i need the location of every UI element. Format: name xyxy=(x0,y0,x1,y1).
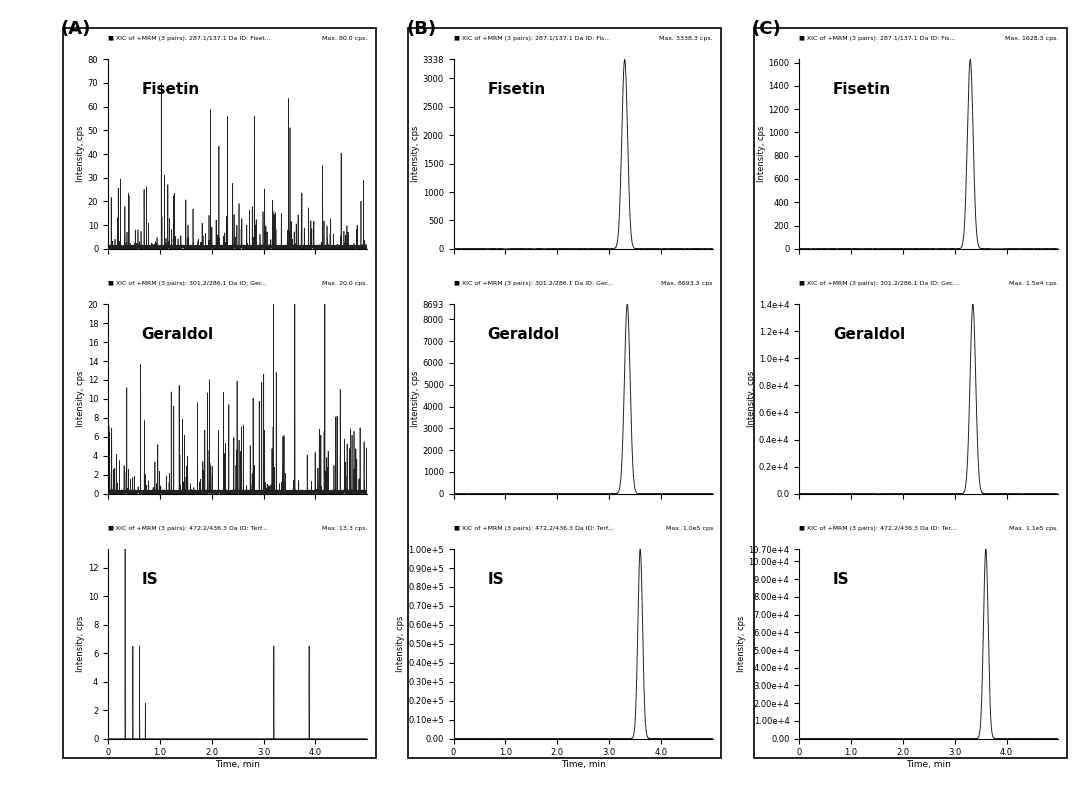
Text: ■ XIC of +MRM (3 pairs): 472.2/436.3 Da ID: Terf...: ■ XIC of +MRM (3 pairs): 472.2/436.3 Da … xyxy=(108,526,268,531)
Y-axis label: Intensity, cps: Intensity, cps xyxy=(737,615,745,672)
Y-axis label: Intensity, cps: Intensity, cps xyxy=(757,126,766,182)
Text: Max. 1.1e5 cps.: Max. 1.1e5 cps. xyxy=(1009,526,1058,531)
Y-axis label: Intensity, cps: Intensity, cps xyxy=(747,371,756,427)
Text: Geraldol: Geraldol xyxy=(487,327,559,342)
Text: Max. 3338.3 cps.: Max. 3338.3 cps. xyxy=(659,36,713,41)
Text: Max. 8693.3 cps: Max. 8693.3 cps xyxy=(661,281,713,286)
Y-axis label: Intensity, cps: Intensity, cps xyxy=(76,371,85,427)
Text: Max. 80.0 cps.: Max. 80.0 cps. xyxy=(322,36,367,41)
Y-axis label: Intensity, cps: Intensity, cps xyxy=(410,126,420,182)
Text: ■ XIC of +MRM (3 pairs): 287.1/137.1 Da ID: Fis...: ■ XIC of +MRM (3 pairs): 287.1/137.1 Da … xyxy=(799,36,956,41)
Text: ■ XIC of +MRM (3 pairs): 301.2/286.1 Da ID: Ger...: ■ XIC of +MRM (3 pairs): 301.2/286.1 Da … xyxy=(799,281,958,286)
Text: (B): (B) xyxy=(406,20,436,38)
Text: (A): (A) xyxy=(60,20,91,38)
Text: ■ XIC of +MRM (3 pairs): 287.1/137.1 Da ID: Fis...: ■ XIC of +MRM (3 pairs): 287.1/137.1 Da … xyxy=(454,36,610,41)
Text: Fisetin: Fisetin xyxy=(141,82,200,97)
Text: (C): (C) xyxy=(752,20,782,38)
Y-axis label: Intensity, cps: Intensity, cps xyxy=(76,126,85,182)
Text: Max. 1628.3 cps.: Max. 1628.3 cps. xyxy=(1005,36,1058,41)
Text: Max. 1.5e4 cps.: Max. 1.5e4 cps. xyxy=(1009,281,1058,286)
X-axis label: Time, min: Time, min xyxy=(215,760,260,769)
X-axis label: Time, min: Time, min xyxy=(906,760,951,769)
Y-axis label: Intensity, cps: Intensity, cps xyxy=(76,615,85,672)
Text: IS: IS xyxy=(487,572,504,587)
Y-axis label: Intensity, cps: Intensity, cps xyxy=(396,615,405,672)
Text: Max. 1.0e5 cps: Max. 1.0e5 cps xyxy=(665,526,713,531)
Text: Max. 13.3 cps.: Max. 13.3 cps. xyxy=(322,526,367,531)
Text: ■ XIC of +MRM (3 pairs): 472.2/436.3 Da ID: Ter...: ■ XIC of +MRM (3 pairs): 472.2/436.3 Da … xyxy=(799,526,957,531)
X-axis label: Time, min: Time, min xyxy=(561,760,606,769)
Y-axis label: Intensity, cps: Intensity, cps xyxy=(410,371,420,427)
Text: ■ XIC of +MRM (3 pairs): 287.1/137.1 Da ID: Fiset...: ■ XIC of +MRM (3 pairs): 287.1/137.1 Da … xyxy=(108,36,271,41)
Text: ■ XIC of +MRM (3 pairs): 472.2/436.3 Da ID: Terf...: ■ XIC of +MRM (3 pairs): 472.2/436.3 Da … xyxy=(454,526,613,531)
Text: Geraldol: Geraldol xyxy=(141,327,214,342)
Text: IS: IS xyxy=(833,572,850,587)
Text: IS: IS xyxy=(141,572,159,587)
Text: Fisetin: Fisetin xyxy=(833,82,891,97)
Text: ■ XIC of +MRM (3 pairs): 301.2/286.1 Da ID: Ger...: ■ XIC of +MRM (3 pairs): 301.2/286.1 Da … xyxy=(454,281,612,286)
Text: Fisetin: Fisetin xyxy=(487,82,545,97)
Text: Max. 20.0 cps.: Max. 20.0 cps. xyxy=(322,281,367,286)
Text: Geraldol: Geraldol xyxy=(833,327,905,342)
Text: ■ XIC of +MRM (3 pairs): 301.2/286.1 Da ID: Ger...: ■ XIC of +MRM (3 pairs): 301.2/286.1 Da … xyxy=(108,281,267,286)
